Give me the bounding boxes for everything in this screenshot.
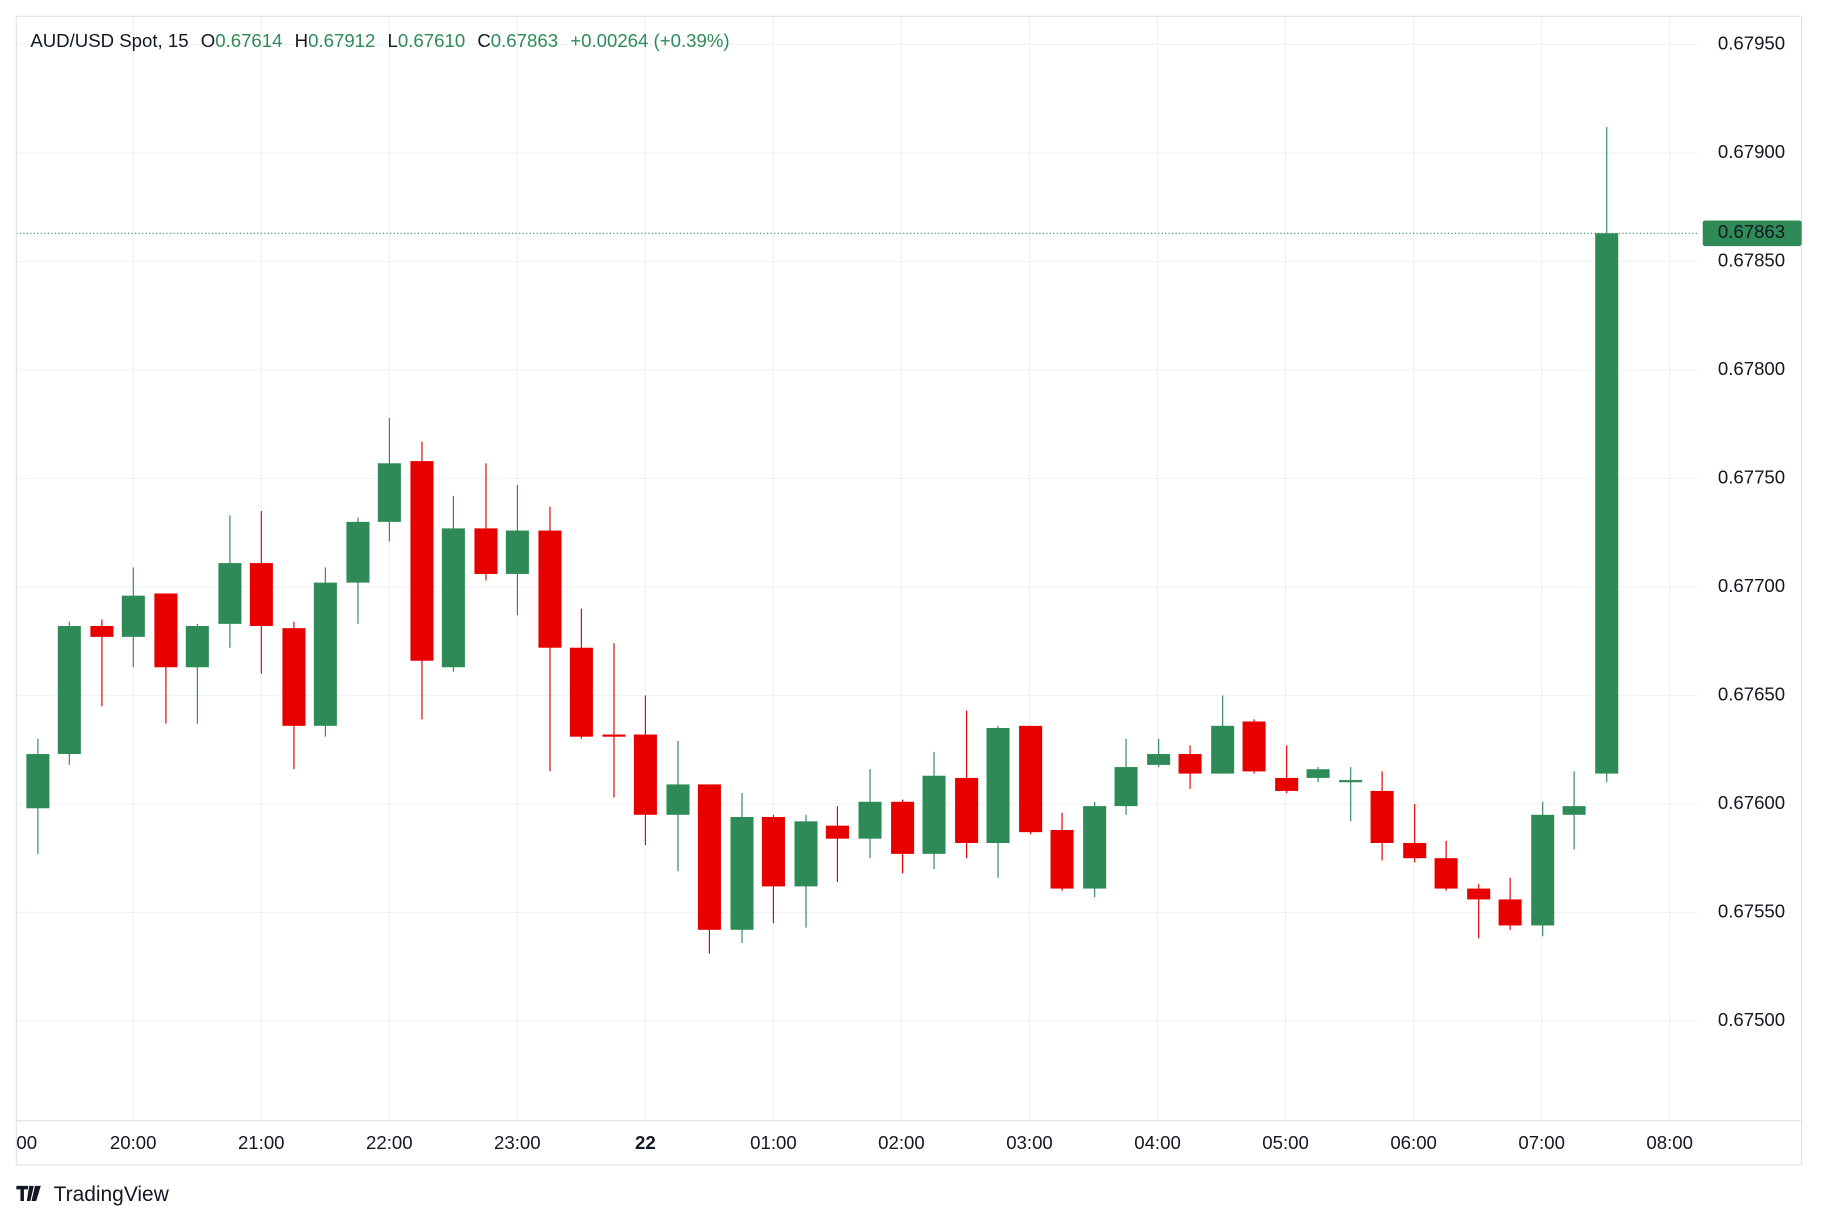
candle-body <box>1434 858 1458 889</box>
candle-body <box>218 563 242 624</box>
candle-body <box>922 775 946 854</box>
candle-body <box>505 530 529 574</box>
candle-body <box>1339 780 1363 783</box>
candle-body <box>761 816 785 887</box>
legend-header: AUD/USD Spot, 15 O0.67614 H0.67912 L0.67… <box>30 30 729 51</box>
y-tick-label: 0.67550 <box>1718 900 1785 921</box>
candle-body <box>346 521 370 583</box>
candle-body <box>986 728 1010 844</box>
axes: 0.67500 0.67550 0.67600 0.67650 0.67700 0.677… <box>16 32 1802 1153</box>
frame <box>15 15 1803 1166</box>
candle-body <box>1019 725 1043 833</box>
x-tick-label: 01:00 <box>750 1132 797 1153</box>
y-tick-label: 0.67750 <box>1718 466 1785 487</box>
x-tick-label: 21:00 <box>238 1132 285 1153</box>
x-tick-label: 00 <box>16 1132 37 1153</box>
candle-body <box>1050 829 1074 889</box>
candle-body <box>1147 754 1171 765</box>
candle-body <box>1562 806 1586 815</box>
candles <box>16 126 1697 954</box>
candle-body <box>825 825 849 839</box>
candle-body <box>1370 790 1394 844</box>
logo-icon <box>16 1185 41 1202</box>
candle-body <box>891 801 915 854</box>
candle-body <box>474 528 498 574</box>
y-tick-label: 0.67800 <box>1718 358 1785 379</box>
candle-body <box>154 593 178 668</box>
candle-body <box>1275 777 1299 791</box>
y-tick-label: 0.67500 <box>1718 1009 1785 1030</box>
candle-body <box>410 461 434 661</box>
last-price-badge <box>1702 220 1802 247</box>
x-tick-label: 05:00 <box>1262 1132 1309 1153</box>
candle-body <box>955 777 979 844</box>
candle-body <box>1178 754 1202 774</box>
y-tick-label: 0.67850 <box>1718 249 1785 270</box>
low-value: 0.67610 <box>398 30 465 51</box>
candle-body <box>1083 806 1107 889</box>
x-tick-label: 08:00 <box>1646 1132 1693 1153</box>
candle-body <box>26 754 50 809</box>
candle-body <box>730 816 754 930</box>
candle-body <box>249 563 273 627</box>
open-value: 0.67614 <box>215 30 282 51</box>
candle-body <box>1211 725 1235 774</box>
candle-body <box>858 801 882 839</box>
y-tick-label: 0.67600 <box>1718 792 1785 813</box>
x-tick-label: 04:00 <box>1134 1132 1181 1153</box>
x-tick-label: 07:00 <box>1518 1132 1565 1153</box>
candle-body <box>90 626 114 637</box>
x-tick-label: 23:00 <box>494 1132 541 1153</box>
candle-body <box>1242 721 1266 772</box>
y-tick-label: 0.67900 <box>1718 141 1785 162</box>
candle-body <box>121 595 145 637</box>
candle-body <box>1498 899 1522 926</box>
close-label: C <box>477 30 490 51</box>
brand-logo: TradingView <box>16 1183 170 1206</box>
y-tick-label: 0.67650 <box>1718 683 1785 704</box>
x-tick-label: 02:00 <box>878 1132 925 1153</box>
candle-body <box>57 626 81 755</box>
candle-body <box>1595 233 1619 774</box>
candle-body <box>185 626 209 668</box>
x-tick-label: 06:00 <box>1390 1132 1437 1153</box>
brand-name: TradingView <box>54 1183 170 1206</box>
x-tick-label: 20:00 <box>110 1132 157 1153</box>
close-value: 0.67863 <box>491 30 558 51</box>
x-tick-label: 22 <box>635 1132 656 1153</box>
x-tick-label: 03:00 <box>1006 1132 1053 1153</box>
candle-body <box>1114 767 1138 807</box>
candle-body <box>441 528 465 668</box>
candle-body <box>1467 888 1491 900</box>
symbol-title: AUD/USD Spot, 15 <box>30 30 188 51</box>
change-percent: (+0.39%) <box>654 30 730 51</box>
candle-body <box>794 821 818 887</box>
x-tick-label: 22:00 <box>366 1132 413 1153</box>
candle-body <box>1531 814 1555 926</box>
candle-body <box>569 647 593 737</box>
candle-body <box>666 784 690 815</box>
high-label: H <box>295 30 308 51</box>
candle-body <box>697 784 721 930</box>
y-tick-label: 0.67950 <box>1718 32 1785 53</box>
last-price-label: 0.67863 <box>1718 221 1785 242</box>
high-value: 0.67912 <box>308 30 375 51</box>
candle-body <box>1306 769 1330 778</box>
candle-body <box>377 463 401 522</box>
y-tick-label: 0.67700 <box>1718 575 1785 596</box>
candle-body <box>602 734 626 737</box>
candle-body <box>633 734 657 815</box>
change-value: +0.00264 <box>570 30 648 51</box>
candle-body <box>313 582 337 726</box>
open-label: O <box>201 30 215 51</box>
low-label: L <box>388 30 398 51</box>
candle-body <box>538 530 562 648</box>
candle-body <box>1403 843 1427 859</box>
candle-body <box>282 628 306 726</box>
